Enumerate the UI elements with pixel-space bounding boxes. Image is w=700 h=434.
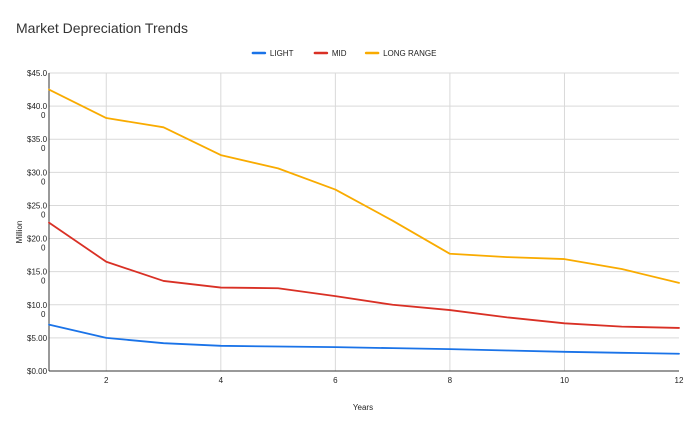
x-tick-label: 12 [675, 376, 684, 385]
y-tick-label: $40.0 [27, 102, 48, 111]
series-line-long-range [48, 88, 680, 284]
y-tick-label: $20.0 [27, 235, 48, 244]
x-tick-label: 6 [333, 376, 338, 385]
y-tick-label: $30.0 [27, 168, 48, 177]
series-line-mid [48, 221, 680, 329]
chart-title: Market Depreciation Trends [16, 20, 188, 36]
x-axis-title: Years [353, 403, 373, 412]
grid [49, 72, 679, 371]
legend-label-mid: MID [332, 49, 347, 58]
y-tick-label: $0.00 [27, 367, 48, 376]
y-tick-label: $35.0 [27, 135, 48, 144]
y-tick-label-wrap: 0 [41, 144, 46, 153]
tick-labels: $0.00$5.00$10.00$15.00$20.00$25.00$30.00… [27, 69, 684, 385]
y-tick-label-wrap: 0 [41, 111, 46, 120]
series-lines [48, 88, 680, 355]
x-tick-label: 4 [219, 376, 224, 385]
series-line-light [48, 323, 680, 355]
y-tick-label: $25.0 [27, 201, 48, 210]
y-tick-label: $45.0 [27, 69, 48, 78]
y-tick-label: $15.0 [27, 268, 48, 277]
y-tick-label-wrap: 0 [41, 277, 46, 286]
x-tick-label: 8 [448, 376, 453, 385]
y-tick-label-wrap: 0 [41, 310, 46, 319]
x-tick-label: 2 [104, 376, 109, 385]
y-tick-label-wrap: 0 [41, 210, 46, 219]
legend-label-long-range: LONG RANGE [383, 49, 436, 58]
y-tick-label-wrap: 0 [41, 244, 46, 253]
y-axis-title: Million [15, 221, 24, 244]
y-tick-label: $5.00 [27, 334, 48, 343]
x-tick-label: 10 [560, 376, 569, 385]
axes [48, 73, 679, 372]
y-tick-label: $10.0 [27, 301, 48, 310]
legend-label-light: LIGHT [270, 49, 294, 58]
y-tick-label-wrap: 0 [41, 177, 46, 186]
legend: LIGHT MID LONG RANGE [251, 49, 436, 58]
